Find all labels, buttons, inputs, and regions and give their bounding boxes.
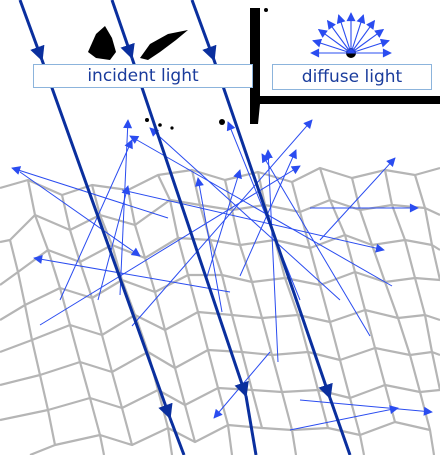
incident-light-ray-icon: [168, 417, 186, 456]
diffuse-light-arrow-icon: [317, 28, 352, 54]
incident-light-ray-icon: [328, 397, 352, 456]
scattered-light-ray-icon: [289, 405, 399, 431]
scattered-light-ray-icon: [149, 127, 341, 301]
incident-light-label: incident light: [33, 64, 253, 88]
scattered-light-ray-icon: [319, 157, 396, 241]
scattered-light-ray-icon: [97, 185, 131, 301]
diffuse-light-arrow-icon: [350, 28, 385, 54]
scattered-light-ray-icon: [39, 165, 301, 326]
scattered-light-ray-icon: [59, 139, 133, 301]
scattered-light-ray-icon: [129, 135, 393, 287]
scattered-rays: [11, 119, 433, 431]
incident-light-ray-icon: [110, 0, 135, 60]
incident-light-ray-icon: [244, 395, 258, 456]
scattered-light-ray-icon: [131, 119, 313, 327]
scattered-light-ray-icon: [119, 119, 133, 296]
ink-shapes: [88, 8, 440, 130]
scattered-light-ray-icon: [121, 189, 385, 253]
incident-light-ray-icon: [40, 59, 173, 420]
diffuse-light-symbol-icon: [310, 12, 392, 58]
incident-light-ray-icon: [190, 0, 217, 62]
scattered-light-ray-icon: [299, 399, 433, 416]
diffuse-light-arrow-icon: [350, 38, 390, 54]
scattered-light-ray-icon: [33, 254, 231, 293]
diffuse-light-arrow-icon: [326, 19, 352, 54]
diffuse-light-arrow-icon: [350, 14, 366, 54]
scattered-light-ray-icon: [19, 171, 141, 257]
scattered-light-ray-icon: [226, 121, 301, 301]
incident-light-ray-icon: [130, 57, 249, 398]
diffuse-light-label: diffuse light: [272, 64, 432, 90]
diffuse-light-arrow-icon: [350, 19, 376, 54]
incident-light-ray-icon: [212, 59, 333, 400]
grain-network: [0, 166, 440, 457]
diffuse-light-arrow-icon: [336, 14, 352, 54]
incident-rays: [18, 0, 352, 456]
incident-light-ray-icon: [18, 0, 45, 62]
scattered-light-ray-icon: [263, 149, 279, 363]
scattered-light-ray-icon: [205, 169, 242, 281]
scattered-light-ray-icon: [261, 153, 371, 337]
diffuse-light-arrow-icon: [312, 38, 352, 54]
